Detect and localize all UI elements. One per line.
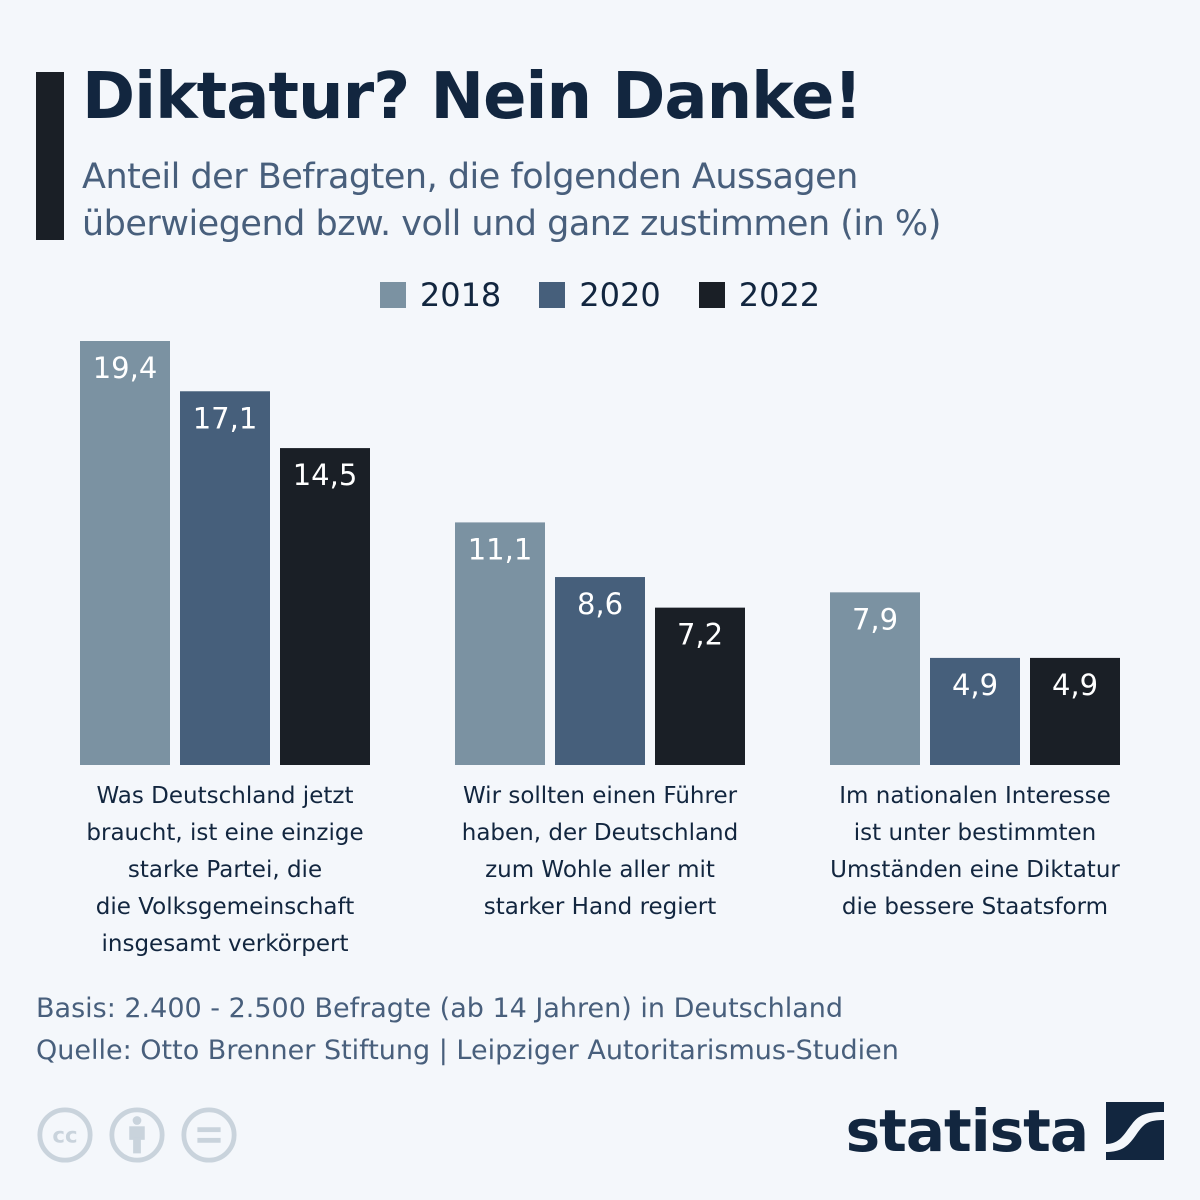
footer-notes: Basis: 2.400 - 2.500 Befragte (ab 14 Jah… bbox=[36, 988, 899, 1072]
category-label-line: insgesamt verkörpert bbox=[101, 931, 349, 957]
legend-label: 2018 bbox=[419, 276, 502, 314]
legend-label: 2020 bbox=[579, 276, 661, 314]
data-label: 11,1 bbox=[468, 532, 533, 566]
bar-group-3: 7,9 4,9 4,9 bbox=[830, 592, 1120, 765]
category-label-line: Umständen eine Diktatur bbox=[830, 857, 1120, 883]
bar-2022-cat3 bbox=[1030, 657, 1120, 765]
bar-2022-cat1 bbox=[280, 448, 370, 765]
bar-2018-cat3 bbox=[830, 592, 920, 765]
category-label-line: die Volksgemeinschaft bbox=[95, 894, 355, 920]
data-label: 7,9 bbox=[852, 602, 898, 636]
chart-subtitle: Anteil der Befragten, die folgenden Auss… bbox=[82, 154, 941, 248]
title-accent-bar bbox=[36, 72, 64, 240]
bar-2020-cat1 bbox=[180, 391, 270, 765]
svg-text:cc: cc bbox=[52, 1124, 77, 1149]
logo-text: statista bbox=[845, 1097, 1089, 1165]
data-label: 17,1 bbox=[193, 401, 258, 435]
data-label: 7,2 bbox=[677, 618, 723, 652]
basis-note: Basis: 2.400 - 2.500 Befragte (ab 14 Jah… bbox=[36, 993, 843, 1024]
data-label: 4,9 bbox=[1052, 668, 1098, 702]
subtitle-line: Anteil der Befragten, die folgenden Auss… bbox=[82, 157, 858, 197]
bar-2018-cat2 bbox=[455, 522, 545, 765]
category-label-line: haben, der Deutschland bbox=[461, 820, 739, 846]
legend-item-2018: 2018 bbox=[379, 276, 502, 314]
category-label-line: ist unter bestimmten bbox=[853, 820, 1097, 846]
category-label-1: Was Deutschland jetzt braucht, ist eine … bbox=[55, 778, 395, 963]
legend-swatch bbox=[379, 282, 406, 308]
bar-2020-cat3 bbox=[930, 657, 1020, 765]
category-label-line: Im nationalen Interesse bbox=[839, 783, 1111, 809]
legend-swatch bbox=[698, 282, 725, 308]
category-label-line: Wir sollten einen Führer bbox=[462, 783, 738, 809]
legend-swatch bbox=[539, 282, 566, 308]
legend-item-2020: 2020 bbox=[539, 276, 661, 314]
legend: 2018 2020 2022 bbox=[0, 276, 1200, 314]
data-label: 14,5 bbox=[293, 458, 358, 492]
category-label-line: braucht, ist eine einzige bbox=[86, 820, 364, 846]
statista-logo[interactable]: statista bbox=[846, 1102, 1164, 1160]
category-label-line: starker Hand regiert bbox=[483, 894, 717, 920]
legend-item-2022: 2022 bbox=[698, 276, 821, 314]
bar-group-2: 11,1 8,6 7,2 bbox=[455, 522, 745, 765]
category-label-2: Wir sollten einen Führer haben, der Deut… bbox=[430, 778, 770, 926]
statista-wave-icon bbox=[1106, 1102, 1164, 1160]
bar-group-1: 19,4 17,1 14,5 bbox=[80, 341, 370, 765]
data-label: 19,4 bbox=[93, 351, 158, 385]
source-note: Quelle: Otto Brenner Stiftung | Leipzige… bbox=[36, 1035, 899, 1066]
bar-2018-cat1 bbox=[80, 341, 170, 765]
category-label-3: Im nationalen Interesse ist unter bestim… bbox=[805, 778, 1145, 926]
cc-icon[interactable]: cc bbox=[36, 1106, 94, 1164]
data-label: 4,9 bbox=[952, 668, 998, 702]
category-label-line: starke Partei, die bbox=[127, 857, 323, 883]
no-derivatives-icon[interactable] bbox=[180, 1106, 238, 1164]
bar-2022-cat2 bbox=[655, 607, 745, 765]
category-label-line: zum Wohle aller mit bbox=[485, 857, 715, 883]
category-label-line: die bessere Staatsform bbox=[841, 894, 1109, 920]
license-icons: cc bbox=[36, 1106, 238, 1164]
subtitle-line: überwiegend bzw. voll und ganz zustimmen… bbox=[82, 204, 941, 244]
attribution-icon[interactable] bbox=[108, 1106, 166, 1164]
bar-2020-cat2 bbox=[555, 577, 645, 765]
chart-title: Diktatur? Nein Danke! bbox=[82, 60, 863, 134]
data-label: 8,6 bbox=[577, 587, 623, 621]
category-label-line: Was Deutschland jetzt bbox=[96, 783, 354, 809]
legend-label: 2022 bbox=[738, 276, 821, 314]
